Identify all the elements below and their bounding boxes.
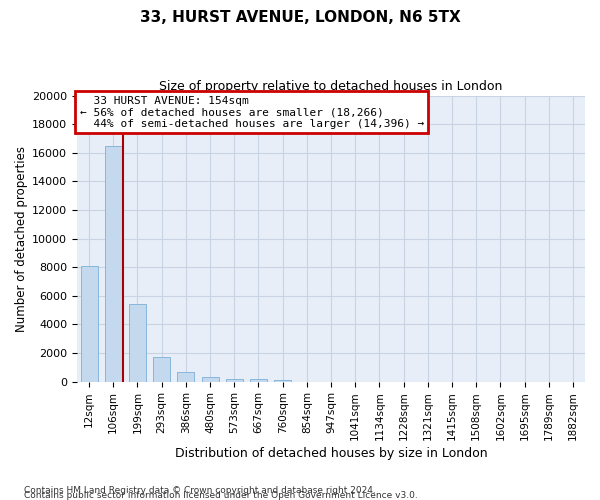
Text: 33, HURST AVENUE, LONDON, N6 5TX: 33, HURST AVENUE, LONDON, N6 5TX	[140, 10, 460, 25]
Y-axis label: Number of detached properties: Number of detached properties	[15, 146, 28, 332]
Text: Contains public sector information licensed under the Open Government Licence v3: Contains public sector information licen…	[24, 491, 418, 500]
Bar	[202, 377, 218, 382]
Bar	[226, 379, 243, 382]
Bar	[129, 304, 146, 382]
Bar	[250, 380, 267, 382]
Text: 33 HURST AVENUE: 154sqm
← 56% of detached houses are smaller (18,266)
  44% of s: 33 HURST AVENUE: 154sqm ← 56% of detache…	[80, 96, 424, 129]
Text: Contains HM Land Registry data © Crown copyright and database right 2024.: Contains HM Land Registry data © Crown c…	[24, 486, 376, 495]
Title: Size of property relative to detached houses in London: Size of property relative to detached ho…	[160, 80, 503, 93]
Bar	[105, 146, 122, 382]
Bar	[178, 372, 194, 382]
Bar	[80, 266, 98, 382]
Bar	[153, 356, 170, 382]
X-axis label: Distribution of detached houses by size in London: Distribution of detached houses by size …	[175, 447, 487, 460]
Bar	[274, 380, 291, 382]
